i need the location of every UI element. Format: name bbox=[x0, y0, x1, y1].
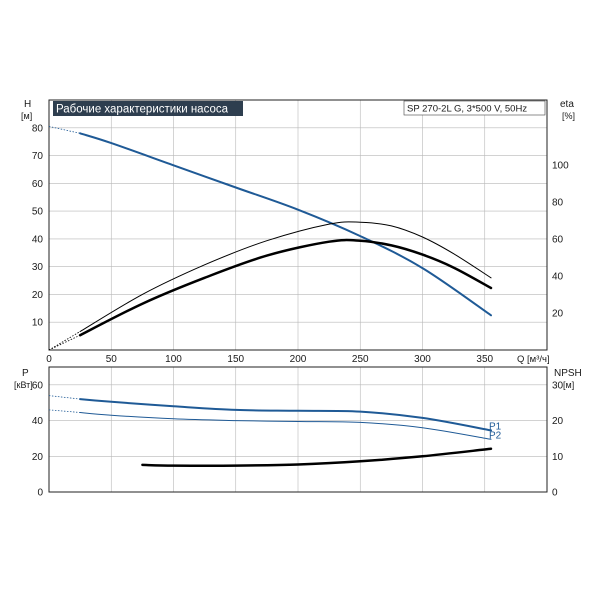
top-curve-1-extrapolated bbox=[48, 126, 81, 134]
bottom-left-tick-label: 60 bbox=[32, 380, 44, 391]
bottom-left-tick-label: 20 bbox=[32, 452, 44, 463]
bottom-left-tick-label: 40 bbox=[32, 416, 44, 427]
top-curves bbox=[48, 126, 493, 351]
eta-axis-unit: [%] bbox=[562, 111, 575, 121]
top-curve-1 bbox=[79, 132, 492, 317]
top-left-tick-label: 70 bbox=[32, 151, 44, 162]
power-axis-name: P bbox=[22, 368, 29, 379]
top-right-tick-label: 20 bbox=[552, 308, 564, 319]
top-left-tick-label: 50 bbox=[32, 207, 44, 218]
top-curve-2 bbox=[79, 221, 492, 332]
top-plot-frame bbox=[48, 99, 548, 351]
bottom-right-tick-label: 0 bbox=[552, 488, 558, 499]
head-axis-unit: [м] bbox=[21, 111, 32, 121]
head-axis-name: H bbox=[24, 99, 31, 110]
bottom-tick-labels: 0 20 40 60 0 10 20 30 bbox=[32, 380, 564, 498]
top-left-tick-label: 20 bbox=[32, 290, 44, 301]
top-left-tick-label: 80 bbox=[32, 123, 44, 134]
bottom-right-tick-label: 10 bbox=[552, 452, 564, 463]
top-curve-2-extrapolated bbox=[48, 331, 81, 351]
npsh-axis-unit: [м] bbox=[563, 380, 574, 390]
top-x-tick-label: 300 bbox=[414, 354, 431, 365]
top-right-tick-label: 100 bbox=[552, 160, 569, 171]
top-x-tick-label: 200 bbox=[290, 354, 307, 365]
series-label-p1: P1 bbox=[489, 421, 502, 432]
flow-axis-label: Q [м³/ч] bbox=[517, 354, 550, 365]
top-left-tick-label: 10 bbox=[32, 318, 44, 329]
bottom-right-tick-label: 20 bbox=[552, 416, 564, 427]
bottom-curve-3 bbox=[141, 447, 493, 467]
top-right-tick-label: 60 bbox=[552, 234, 564, 245]
top-right-tick-label: 80 bbox=[552, 197, 564, 208]
head-efficiency-chart: Рабочие характеристики насоса SP 270-2L … bbox=[21, 99, 575, 365]
top-x-tick-label: 250 bbox=[352, 354, 369, 365]
top-x-tick-label: 150 bbox=[227, 354, 244, 365]
model-label-box bbox=[403, 100, 546, 116]
eta-axis-name: eta bbox=[560, 99, 574, 110]
bottom-grid bbox=[48, 367, 547, 493]
bottom-right-tick-label: 30 bbox=[552, 380, 564, 391]
top-left-tick-label: 60 bbox=[32, 179, 44, 190]
series-label-p2: P2 bbox=[489, 430, 502, 441]
top-tick-labels: 0 50 100 150 200 250 300 350 10 20 30 40 50 60 70 80 20 4… bbox=[32, 123, 569, 365]
top-left-tick-label: 30 bbox=[32, 262, 44, 273]
bottom-curve-p2 bbox=[79, 412, 492, 440]
bottom-left-tick-label: 0 bbox=[37, 488, 43, 499]
top-curve-3-extrapolated bbox=[48, 334, 81, 351]
top-x-tick-label: 350 bbox=[476, 354, 493, 365]
title-banner bbox=[53, 101, 243, 116]
top-x-tick-label: 50 bbox=[106, 354, 118, 365]
bottom-curve-p2-extrapolated bbox=[48, 409, 81, 413]
top-x-tick-label: 100 bbox=[165, 354, 182, 365]
top-x-tick-label: 0 bbox=[46, 354, 52, 365]
npsh-axis-name: NPSH bbox=[554, 368, 582, 379]
top-right-tick-label: 40 bbox=[552, 271, 564, 282]
model-label: SP 270-2L G, 3*500 V, 50Hz bbox=[407, 104, 527, 115]
bottom-plot-frame bbox=[48, 366, 548, 493]
bottom-curve-p1 bbox=[79, 398, 492, 432]
top-grid bbox=[48, 100, 547, 350]
chart-title: Рабочие характеристики насоса bbox=[56, 104, 229, 116]
bottom-curve-p1-extrapolated bbox=[48, 395, 81, 400]
top-left-tick-label: 40 bbox=[32, 234, 44, 245]
power-axis-unit: [кВт] bbox=[14, 380, 33, 390]
top-curve-3 bbox=[78, 238, 493, 337]
